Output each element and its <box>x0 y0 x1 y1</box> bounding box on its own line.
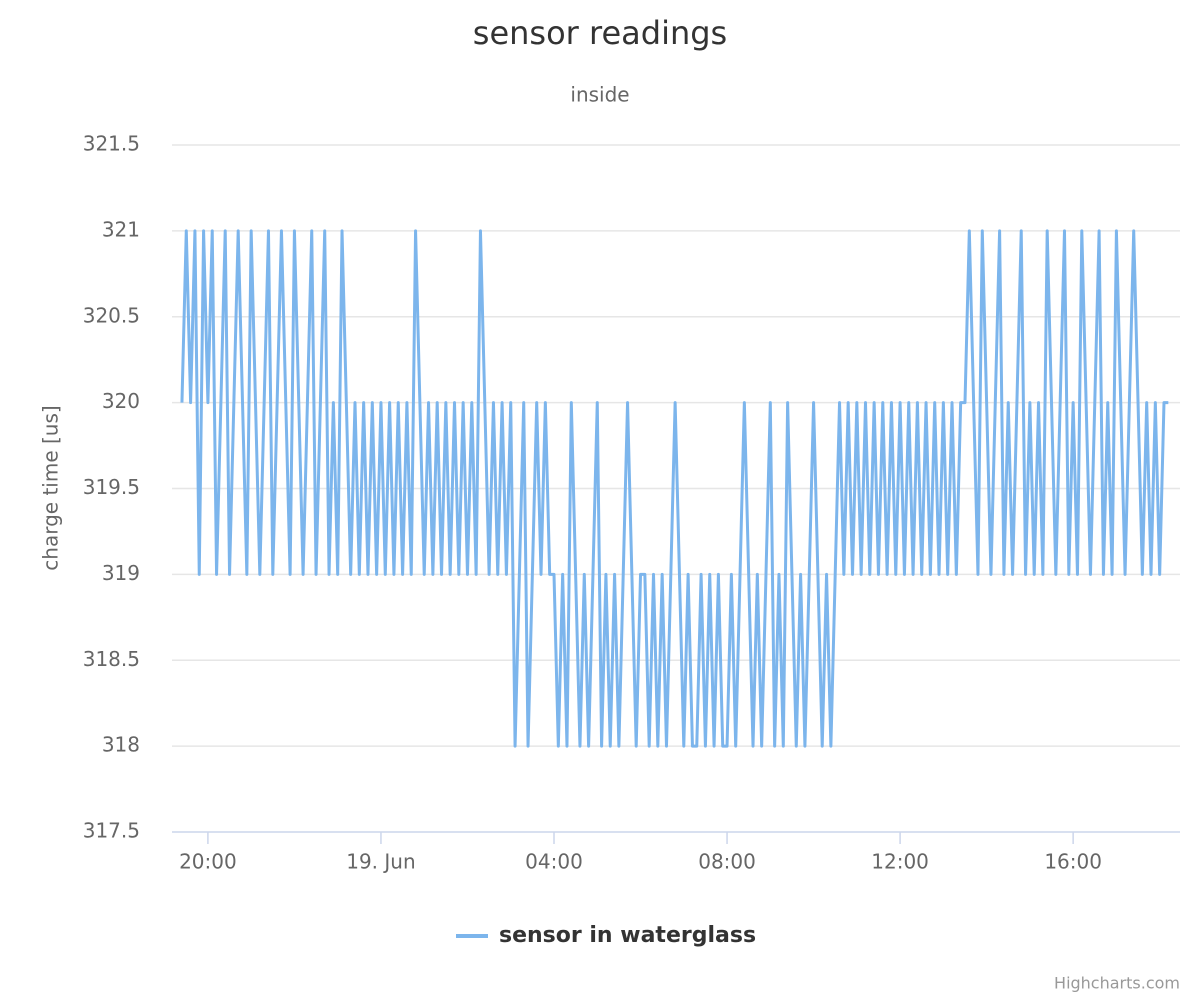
chart-title: sensor readings <box>473 14 727 52</box>
x-tick-label: 19. Jun <box>346 850 415 874</box>
x-tick-label: 16:00 <box>1044 850 1102 874</box>
legend-label[interactable]: sensor in waterglass <box>499 923 756 948</box>
y-tick-label: 318.5 <box>83 647 140 671</box>
credits[interactable]: Highcharts.com <box>1054 974 1180 993</box>
series-line <box>180 229 1169 748</box>
x-tick-label: 12:00 <box>871 850 929 874</box>
y-tick-label: 318 <box>102 733 140 757</box>
chart-subtitle: inside <box>570 83 629 107</box>
y-tick-label: 321.5 <box>83 132 140 156</box>
x-tick-label: 20:00 <box>179 850 237 874</box>
y-tick-label: 319.5 <box>83 475 140 499</box>
x-tick-label: 08:00 <box>698 850 756 874</box>
y-tick-label: 320.5 <box>83 303 140 327</box>
y-tick-label: 320 <box>102 389 140 413</box>
y-tick-label: 319 <box>102 561 140 585</box>
y-tick-label: 321 <box>102 217 140 241</box>
y-axis-title: charge time [us] <box>39 405 63 570</box>
y-tick-label: 317.5 <box>83 819 140 843</box>
x-tick-label: 04:00 <box>525 850 583 874</box>
